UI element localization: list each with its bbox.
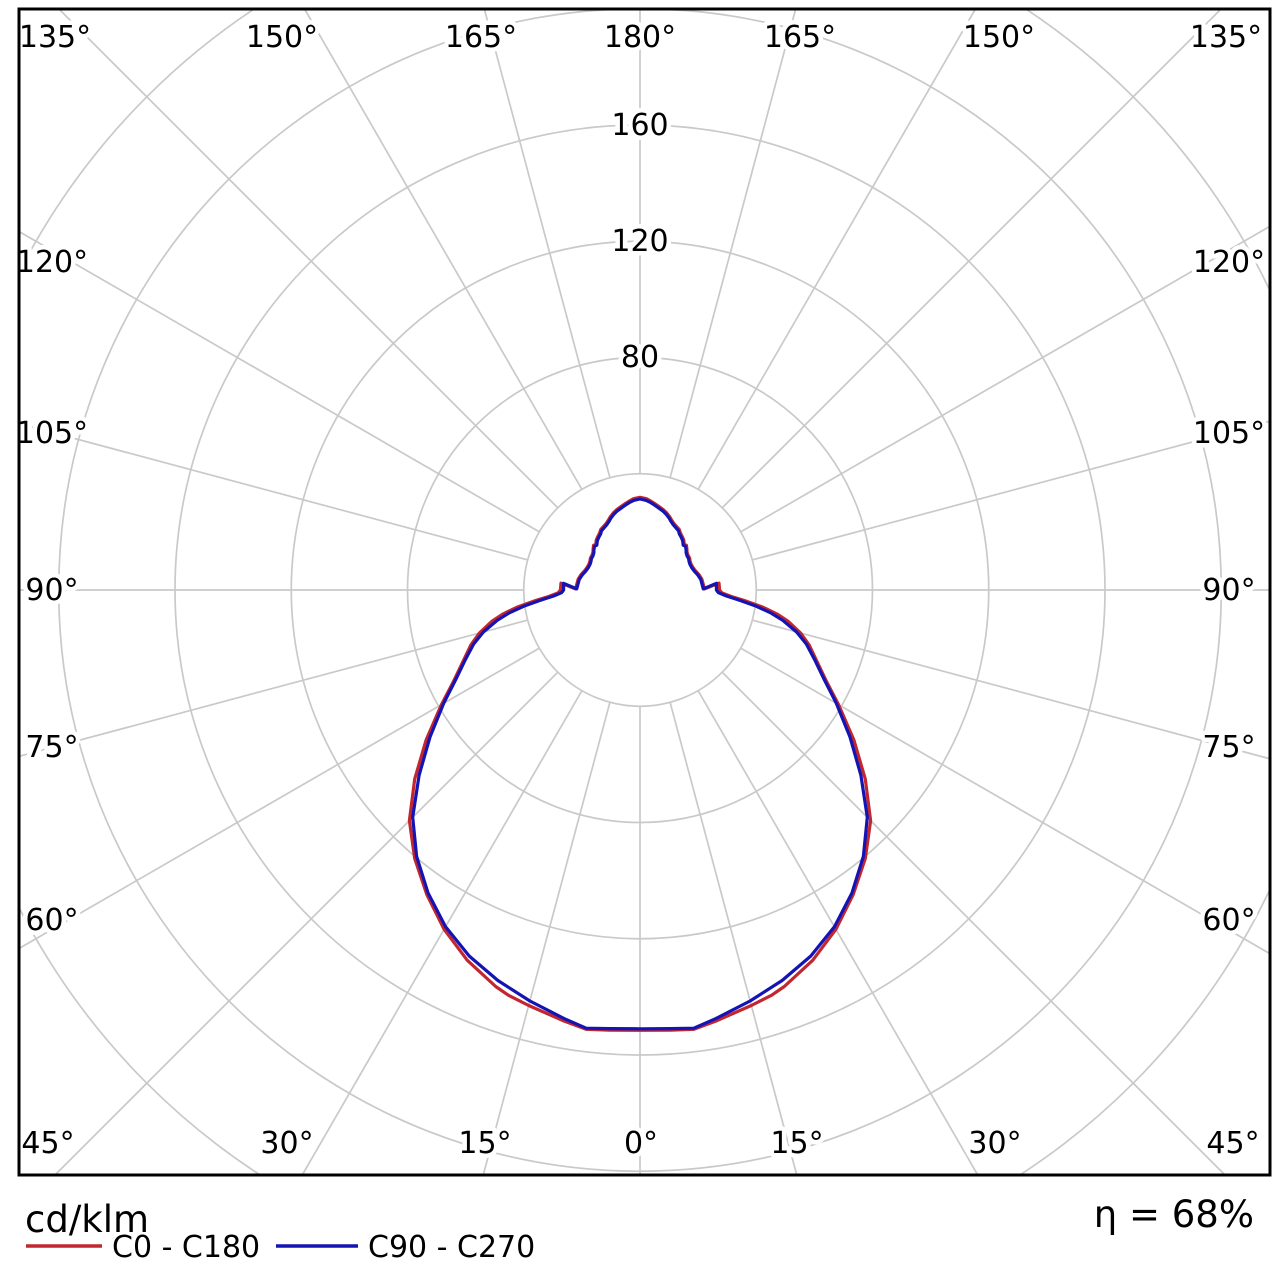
angle-tick-label: 120° <box>1193 245 1265 280</box>
grid-spoke-75 <box>752 619 1270 760</box>
curve-c0-c180 <box>407 495 873 1032</box>
grid-spoke-120 <box>740 225 1270 533</box>
angle-tick-label: 90° <box>25 573 78 608</box>
angle-tick-label: 135° <box>19 20 91 55</box>
angle-tick-label: 150° <box>246 20 318 55</box>
grid-spoke-150 <box>697 9 977 490</box>
legend-label-c90-c270: C90 - C270 <box>368 1230 535 1265</box>
angle-tick-label: 165° <box>764 20 836 55</box>
grid-spoke-195 <box>483 9 611 478</box>
legend: cd/klm C0 - C180 C90 - C270 η = 68% <box>25 1193 1254 1265</box>
grid-spoke-285 <box>19 619 528 758</box>
grid-spoke-315 <box>53 671 559 1175</box>
grid-spoke-15 <box>669 702 798 1175</box>
angle-tick-label: 15° <box>770 1126 823 1161</box>
angle-tick-label: 75° <box>1202 730 1255 765</box>
angle-tick-label: 120° <box>16 245 88 280</box>
radial-tick-label: 160 <box>611 108 668 143</box>
grid-spoke-225 <box>57 9 559 509</box>
angle-tick-label: 165° <box>445 20 517 55</box>
grid-spoke-30 <box>697 690 979 1175</box>
angle-tick-label: 105° <box>16 416 88 451</box>
angle-tick-label: 150° <box>963 20 1035 55</box>
angle-tick-label: 90° <box>1202 573 1255 608</box>
radial-tick-label: 80 <box>621 340 659 375</box>
axis-labels: 80 120 160 135° 150° 165° 180° 165° 150° 135° 120°… <box>11 16 1269 1166</box>
plot-border <box>17 7 1272 1177</box>
grid-spoke-60 <box>740 647 1270 955</box>
angle-tick-label: 30° <box>968 1126 1021 1161</box>
grid-spoke-210 <box>303 9 583 490</box>
grid-spoke-240 <box>19 230 540 533</box>
grid-spoke-165 <box>669 9 797 478</box>
curve-c90-c270 <box>411 497 869 1031</box>
grid-spoke-255 <box>19 422 528 561</box>
angle-tick-label: 135° <box>1190 20 1262 55</box>
angle-tick-label: 15° <box>458 1126 511 1161</box>
angle-tick-label: 75° <box>25 730 78 765</box>
grid-spoke-345 <box>482 702 611 1175</box>
angle-tick-label: 30° <box>260 1126 313 1161</box>
angle-tick-label: 45° <box>1206 1126 1259 1161</box>
angle-tick-label: 0° <box>624 1126 658 1161</box>
grid-spoke-135 <box>721 9 1223 509</box>
angle-tick-label: 60° <box>1202 903 1255 938</box>
angle-tick-label: 180° <box>604 20 676 55</box>
legend-label-c0-c180: C0 - C180 <box>112 1230 260 1265</box>
angle-tick-label: 60° <box>25 903 78 938</box>
grid-spoke-105 <box>752 420 1270 561</box>
grid-spoke-45 <box>721 671 1227 1175</box>
grid-spoke-300 <box>19 647 540 950</box>
unit-label: cd/klm <box>25 1198 149 1241</box>
grid-spoke-330 <box>301 690 583 1175</box>
efficiency-label: η = 68% <box>1094 1193 1254 1236</box>
angle-tick-label: 105° <box>1193 416 1265 451</box>
distribution-curves <box>407 495 873 1032</box>
radial-tick-label: 120 <box>611 224 668 259</box>
angle-tick-label: 45° <box>21 1126 74 1161</box>
